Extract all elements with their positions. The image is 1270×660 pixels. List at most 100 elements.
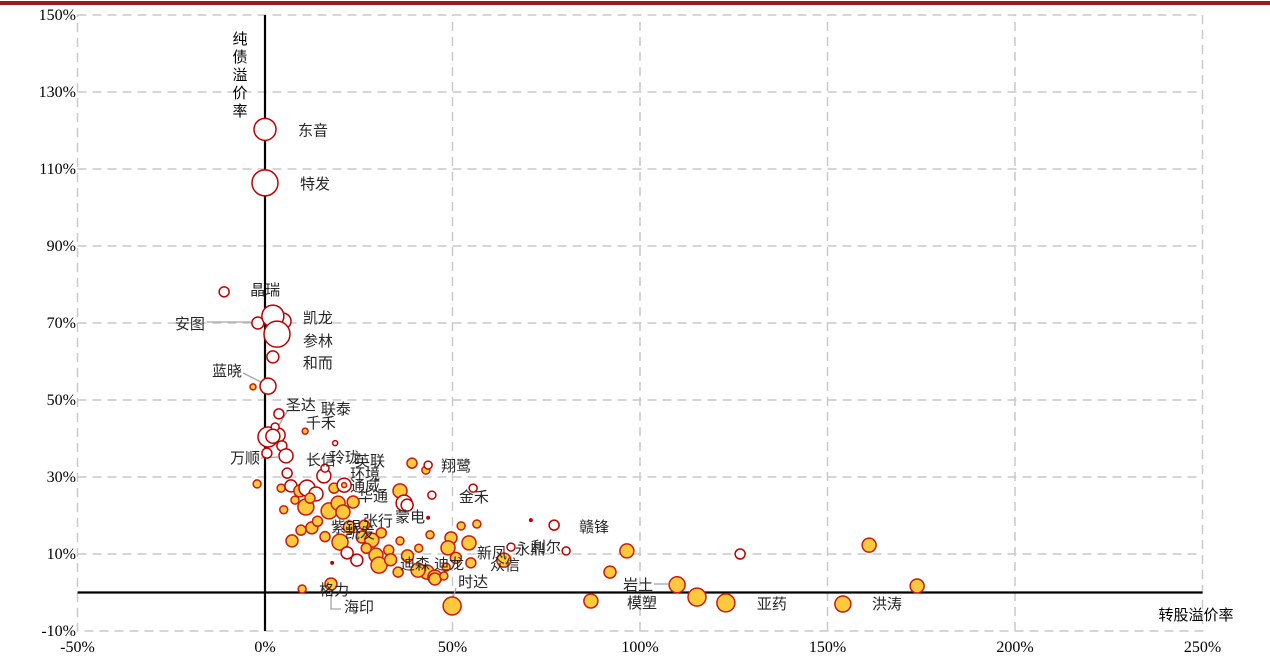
bubble-label: 通威 — [350, 478, 380, 495]
bubble-蓝晓 — [259, 377, 277, 395]
bubble-label: 参林 — [303, 333, 333, 350]
bubble — [375, 527, 387, 539]
bubble — [311, 515, 324, 528]
bubble — [350, 553, 364, 567]
bubble — [439, 571, 449, 581]
bubble-label: 洪涛 — [872, 596, 902, 613]
bubble — [414, 543, 424, 553]
bubble-特发 — [251, 169, 279, 197]
bubble-格力 — [297, 584, 307, 594]
bubble-海印 — [324, 577, 338, 591]
bubble-label: 联泰 — [321, 401, 351, 418]
y-tick-label: 70% — [47, 315, 76, 332]
bubble-label: 格力 — [319, 582, 349, 599]
bubble — [301, 427, 309, 435]
y-tick-label: -10% — [41, 623, 76, 640]
bubble — [279, 504, 289, 515]
bubble — [528, 518, 533, 523]
bubble-label: 晶瑞 — [250, 282, 280, 299]
bubble-label: 凯发 — [345, 525, 375, 542]
x-axis-title: 转股溢价率 — [1158, 607, 1233, 624]
bubble — [425, 530, 435, 540]
bubble-label: 众信 — [490, 557, 520, 574]
x-tick-label: 0% — [254, 639, 275, 656]
y-tick-label: 50% — [47, 392, 76, 409]
y-tick-label: 30% — [47, 469, 76, 486]
bubble-label: 英联 — [355, 452, 385, 470]
bubble — [358, 519, 371, 531]
bubble — [465, 557, 477, 569]
bubble — [734, 548, 746, 560]
bubble-label: 长信 — [306, 452, 336, 469]
bubble-时达 — [442, 596, 462, 616]
data-points — [218, 117, 925, 616]
bubble-翔鹭 — [423, 460, 433, 470]
bubble-岩土 — [668, 576, 686, 594]
bubble-label: 和而 — [303, 355, 333, 372]
bubble-联泰 — [273, 408, 285, 420]
bubble — [440, 540, 456, 556]
bubble — [281, 467, 293, 479]
bubble — [506, 542, 516, 552]
bubble — [346, 495, 360, 509]
y-tick-label: 10% — [47, 546, 76, 563]
bubble-label: 利尔 — [531, 539, 561, 556]
bubble-和而 — [266, 350, 280, 364]
bubble — [335, 504, 351, 520]
bubble-label: 岩土 — [623, 577, 653, 594]
bubble-万顺 — [278, 448, 294, 464]
bubble — [319, 530, 331, 543]
bubble-东音 — [253, 117, 277, 142]
bubble — [340, 481, 348, 489]
report-top-rule — [0, 1, 1270, 5]
x-tick-label: 250% — [1184, 639, 1221, 656]
tick-labels: 150% 130% 110% 90% 70% 50% 30% 10% -10%-50% 0% 50%… — [39, 7, 1221, 656]
y-tick-label: 150% — [39, 7, 76, 24]
bubble-label: 特发 — [300, 176, 330, 193]
bubble — [603, 565, 617, 579]
bubble-label: 凯龙 — [303, 310, 333, 327]
bubble — [295, 524, 307, 536]
bubble-label: 时达 — [458, 574, 488, 591]
x-tick-label: 50% — [438, 639, 467, 656]
bubble — [400, 549, 415, 563]
bubble-label: 海印 — [344, 599, 374, 616]
y-tick-label: 130% — [39, 84, 76, 101]
bubble-label: 东音 — [298, 122, 328, 139]
bubble-label: 玲珑 — [330, 449, 360, 466]
x-tick-label: -50% — [60, 639, 95, 656]
bubble — [383, 553, 398, 567]
bubble-label: 张行 — [363, 513, 393, 530]
bubble — [276, 483, 286, 493]
bubble-圣达 — [265, 428, 281, 444]
bubble — [583, 593, 599, 609]
bubble-label: 金禾 — [459, 489, 489, 506]
bubble — [320, 463, 330, 473]
bubble — [290, 495, 300, 505]
bubble — [252, 479, 262, 489]
bubble — [331, 439, 339, 447]
bubble — [406, 457, 418, 469]
bubble — [472, 519, 482, 529]
bubble — [561, 546, 571, 556]
bubble-label: 亚药 — [757, 596, 787, 613]
bubble — [461, 535, 477, 551]
bubble-label: 蒙电 — [395, 509, 425, 526]
bubble-赣锋 — [548, 519, 560, 531]
bubble — [468, 483, 478, 493]
bubble-label: 环境 — [350, 465, 380, 483]
bubble — [400, 498, 414, 512]
leader-line — [330, 591, 341, 610]
bubble-label: 千禾 — [306, 415, 336, 432]
bubble — [330, 560, 335, 565]
bubble-label: 圣达 — [286, 397, 316, 414]
bubble-label: 迪龙 — [434, 556, 464, 573]
x-tick-label: 150% — [809, 639, 846, 656]
bubble — [426, 515, 431, 520]
bubble-参林 — [263, 320, 291, 348]
bubble — [340, 546, 354, 560]
bubble — [861, 537, 877, 553]
